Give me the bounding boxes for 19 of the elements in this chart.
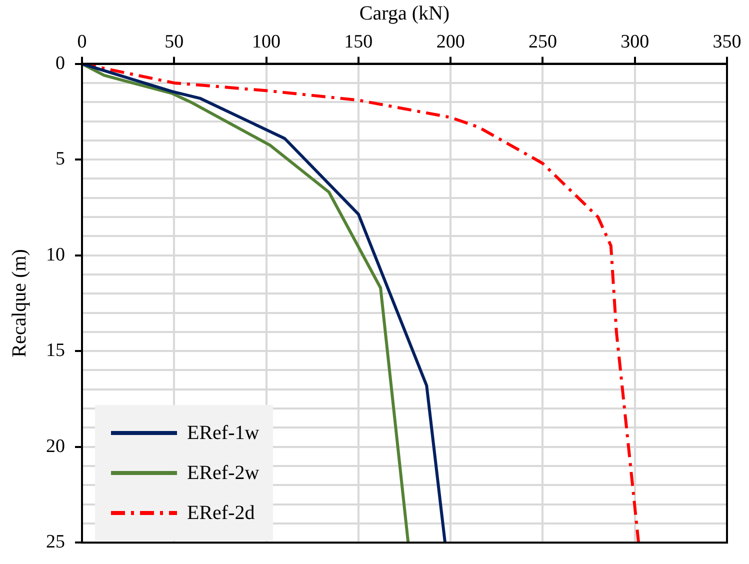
legend-label: ERef-1w — [187, 422, 260, 444]
x-tick-label: 200 — [436, 31, 465, 52]
x-tick-label: 50 — [164, 31, 184, 52]
y-tick-label: 25 — [46, 532, 65, 553]
x-tick-label: 300 — [620, 31, 650, 52]
x-tick-label: 100 — [252, 31, 281, 52]
x-tick-label: 250 — [528, 31, 557, 52]
y-tick-label: 10 — [46, 244, 65, 266]
x-axis-title: Carga (kN) — [359, 2, 450, 24]
x-tick-label: 150 — [344, 31, 373, 52]
legend-label: ERef-2d — [187, 502, 255, 524]
y-tick-label: 20 — [46, 436, 65, 457]
y-axis-title: Recalque (m) — [8, 249, 30, 358]
x-tick-label: 350 — [712, 31, 742, 52]
y-tick-label: 15 — [46, 340, 65, 362]
x-tick-label: 0 — [77, 31, 87, 52]
y-tick-label: 5 — [56, 148, 65, 170]
legend-label: ERef-2w — [187, 462, 260, 484]
y-tick-label: 0 — [56, 52, 65, 74]
